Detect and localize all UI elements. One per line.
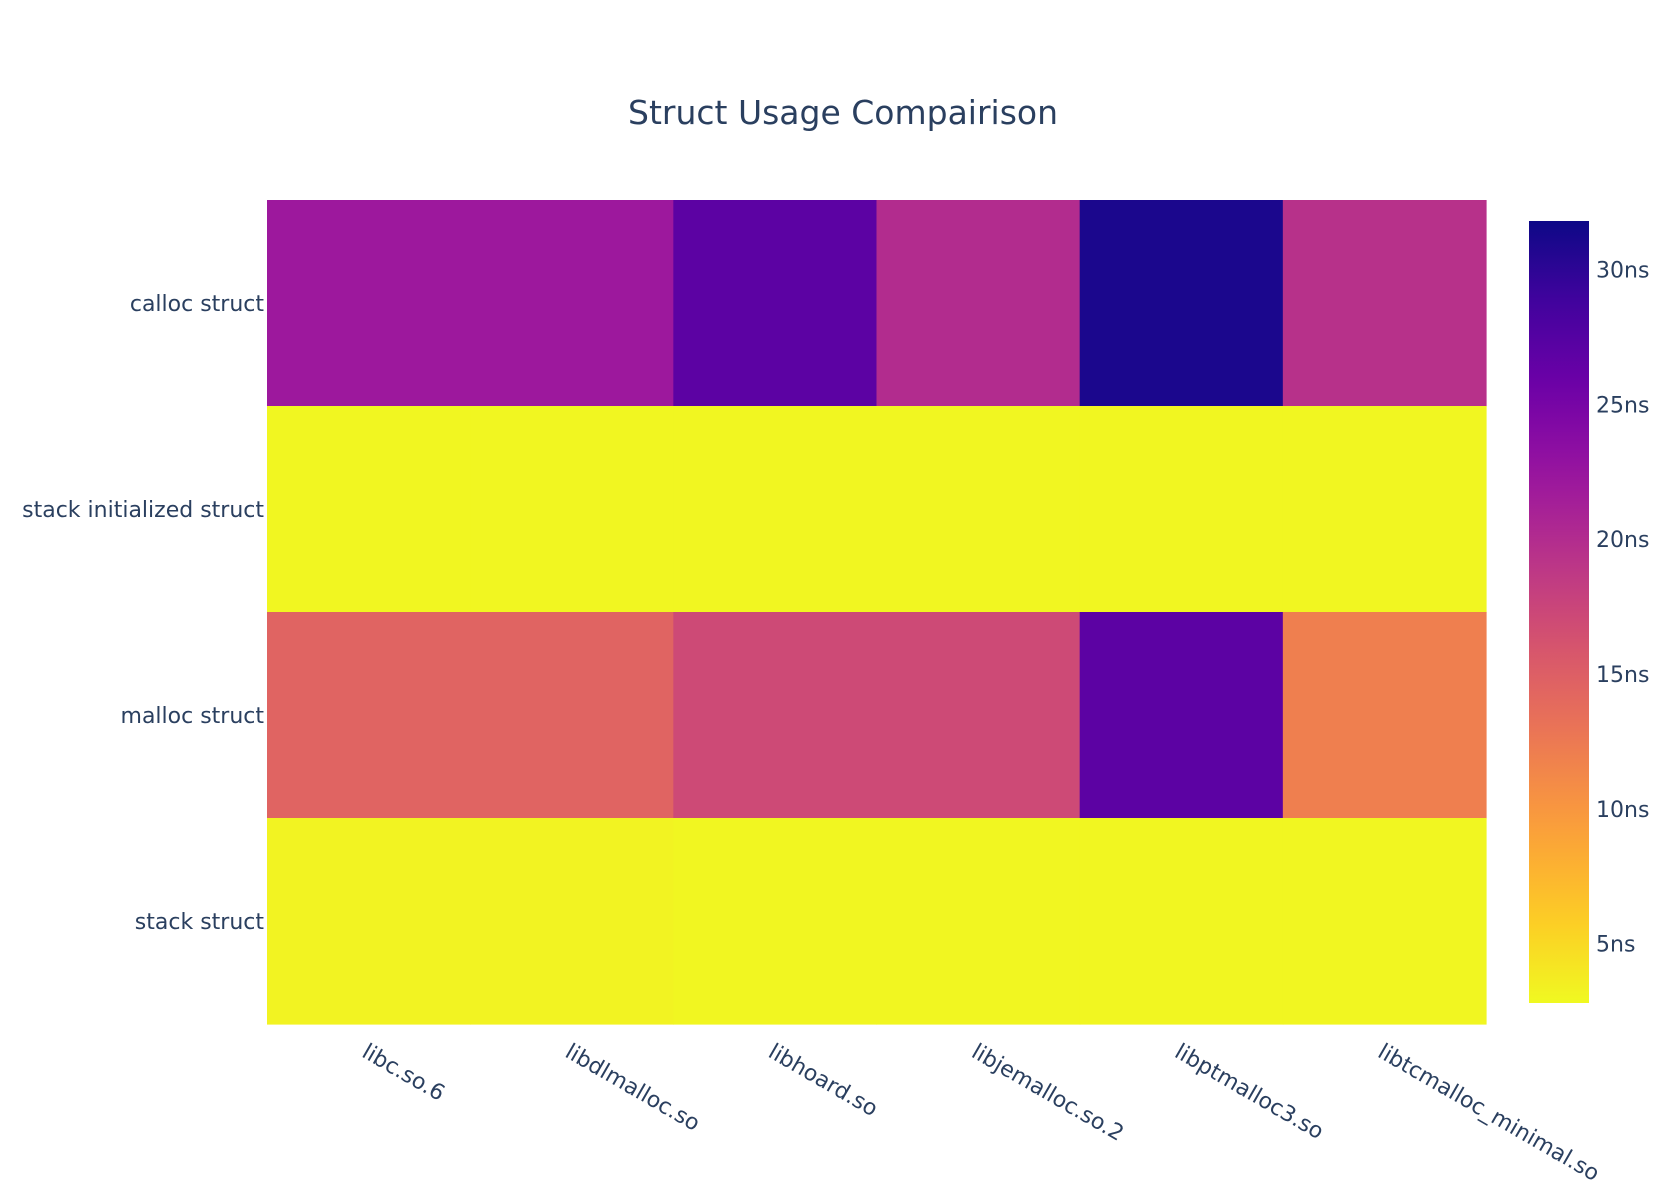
- x-tick-label: libjemalloc.so.2: [967, 1040, 1128, 1147]
- heatmap-cell: [1282, 612, 1487, 819]
- heatmap-cell: [673, 406, 878, 613]
- heatmap-cell: [876, 406, 1081, 613]
- heatmap-cell: [267, 200, 471, 407]
- y-tick-label: calloc struct: [130, 292, 265, 317]
- x-tick-label: libhoard.so: [764, 1040, 882, 1122]
- heatmap-cell: [1079, 612, 1284, 819]
- y-axis-ticks: calloc struct stack initialized struct mal…: [22, 292, 264, 935]
- y-tick-label: stack initialized struct: [22, 498, 264, 523]
- heatmap-cell: [673, 612, 878, 819]
- heatmap-cell: [470, 818, 674, 1025]
- colorbar-tick-label: 5ns: [1596, 933, 1635, 958]
- heatmap-cell: [1282, 406, 1487, 613]
- colorbar-tick-label: 25ns: [1596, 393, 1649, 418]
- heatmap-cell: [1079, 406, 1284, 613]
- chart-title: Struct Usage Compairison: [628, 93, 1058, 132]
- heatmap-cell: [470, 200, 674, 407]
- y-tick-label: malloc struct: [121, 704, 265, 729]
- x-tick-label: libdlmalloc.so: [561, 1040, 704, 1137]
- heatmap-cell: [267, 406, 471, 613]
- colorbar: 5ns 10ns 15ns 20ns 25ns 30ns: [1529, 221, 1649, 1003]
- heatmap-cell: [876, 818, 1081, 1025]
- heatmap-cell: [1282, 200, 1487, 407]
- colorbar-tick-label: 10ns: [1596, 798, 1649, 823]
- heatmap-cell: [470, 406, 674, 613]
- heatmap-cell: [267, 612, 471, 819]
- heatmap-cell: [673, 818, 878, 1025]
- heatmap-cell: [267, 818, 471, 1025]
- heatmap-cell: [876, 612, 1081, 819]
- x-axis-ticks: libc.so.6 libdlmalloc.so libhoard.so libjem…: [358, 1040, 1604, 1187]
- heatmap-cell: [1079, 200, 1284, 407]
- heatmap-cell: [876, 200, 1081, 407]
- colorbar-tick-label: 20ns: [1596, 528, 1649, 553]
- y-tick-label: stack struct: [135, 910, 265, 935]
- colorbar-ticks: 5ns 10ns 15ns 20ns 25ns 30ns: [1596, 259, 1649, 958]
- x-tick-label: libptmalloc3.so: [1170, 1040, 1327, 1145]
- heatmap-cell: [470, 612, 674, 819]
- heatmap-cells: [267, 200, 1487, 1025]
- x-tick-label: libc.so.6: [358, 1040, 449, 1107]
- heatmap-cell: [673, 200, 878, 407]
- colorbar-gradient: [1529, 221, 1589, 1003]
- x-tick-label: libtcmalloc_minimal.so: [1373, 1040, 1603, 1187]
- heatmap-cell: [1282, 818, 1487, 1025]
- colorbar-tick-label: 15ns: [1596, 663, 1649, 688]
- colorbar-tick-label: 30ns: [1596, 259, 1649, 284]
- heatmap-cell: [1079, 818, 1284, 1025]
